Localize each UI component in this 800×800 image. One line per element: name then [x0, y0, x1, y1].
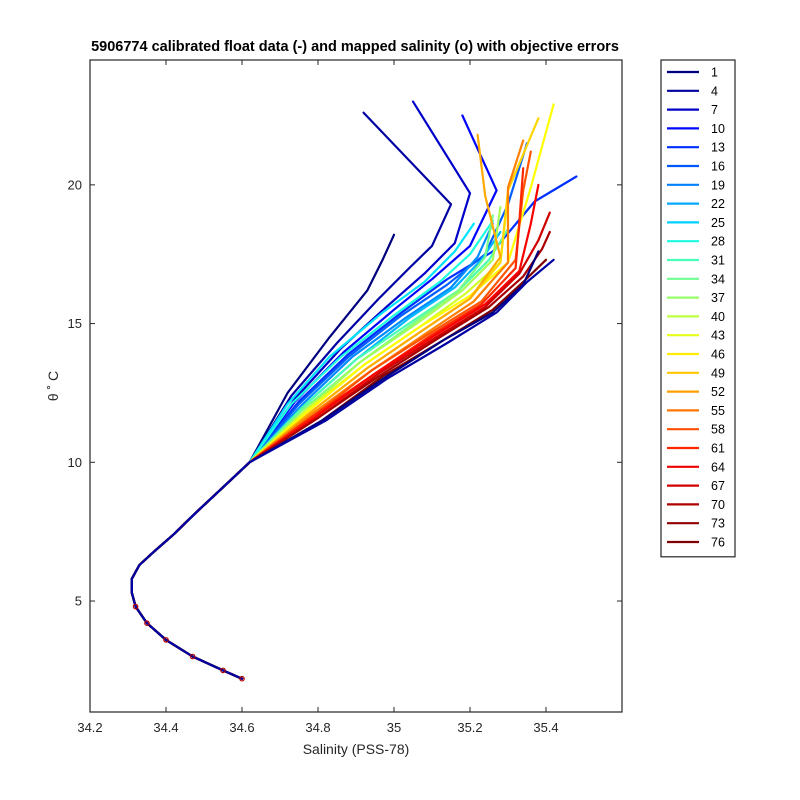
- x-tick-label-3: 34.8: [305, 720, 330, 735]
- x-axis-ticks: 34.2 34.4 34.6 34.8 35 35.2 35.4: [77, 60, 559, 735]
- axes-frame: [89, 59, 623, 713]
- y-axis-label: θ ˚ C: [45, 371, 61, 401]
- legend-label-16: 16: [711, 160, 725, 174]
- legend-label-25: 25: [711, 216, 725, 230]
- legend-label-1: 1: [711, 66, 718, 80]
- legend-label-49: 49: [711, 366, 725, 380]
- mapped-salinity-marker-1: [239, 675, 245, 682]
- legend-label-10: 10: [711, 122, 725, 136]
- x-tick-label-6: 35.4: [533, 720, 558, 735]
- y-tick-label-0: 5: [75, 594, 82, 609]
- legend-label-73: 73: [711, 517, 725, 531]
- legend-label-37: 37: [711, 291, 725, 305]
- x-tick-label-2: 34.6: [229, 720, 254, 735]
- legend-box: [660, 59, 736, 558]
- chart-title: 5906774 calibrated float data (-) and ma…: [91, 39, 619, 55]
- legend-label-70: 70: [711, 498, 725, 512]
- legend-label-13: 13: [711, 141, 725, 155]
- legend-label-40: 40: [711, 310, 725, 324]
- legend-label-61: 61: [711, 442, 725, 456]
- series-line-76: [130, 258, 555, 680]
- legend-label-67: 67: [711, 479, 725, 493]
- legend-label-22: 22: [711, 197, 725, 211]
- legend-label-34: 34: [711, 272, 725, 286]
- mapped-salinity-markers: [132, 603, 245, 682]
- legend-label-64: 64: [711, 460, 725, 474]
- legend-label-46: 46: [711, 348, 725, 362]
- x-tick-label-4: 35: [387, 720, 401, 735]
- legend-label-52: 52: [711, 385, 725, 399]
- y-tick-label-3: 20: [68, 177, 82, 192]
- y-axis-ticks: 5 10 15 20: [68, 177, 622, 609]
- x-tick-label-5: 35.2: [457, 720, 482, 735]
- legend-label-7: 7: [711, 103, 718, 117]
- legend-label-4: 4: [711, 84, 718, 98]
- legend-label-58: 58: [711, 423, 725, 437]
- mapped-salinity-marker-6: [132, 603, 139, 610]
- legend-label-31: 31: [711, 254, 725, 268]
- mapped-salinity-marker-5: [144, 620, 150, 627]
- legend: 1 4 7 10 13 16 19 22 25 28 31 34 37 40 43 46 49 52 55 58 61 6…: [660, 59, 736, 558]
- legend-label-28: 28: [711, 235, 725, 249]
- legend-label-19: 19: [711, 178, 725, 192]
- mapped-salinity-marker-3: [189, 653, 196, 660]
- x-axis-label: Salinity (PSS-78): [303, 741, 410, 757]
- legend-label-55: 55: [711, 404, 725, 418]
- mapped-salinity-marker-2: [220, 667, 226, 674]
- x-tick-label-1: 34.4: [153, 720, 178, 735]
- y-tick-label-2: 15: [68, 316, 82, 331]
- legend-label-43: 43: [711, 329, 725, 343]
- x-tick-label-0: 34.2: [77, 720, 102, 735]
- profile-lines: [130, 100, 578, 680]
- mapped-salinity-marker-4: [163, 637, 169, 643]
- legend-label-76: 76: [711, 536, 725, 550]
- y-tick-label-1: 10: [68, 455, 82, 470]
